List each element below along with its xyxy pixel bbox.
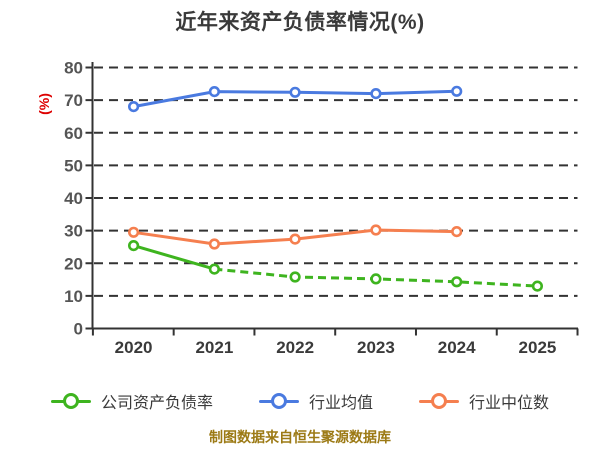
svg-text:70: 70 xyxy=(64,91,83,110)
legend-item-industry-median: 行业中位数 xyxy=(419,389,549,413)
svg-text:20: 20 xyxy=(64,254,83,273)
legend-label: 行业中位数 xyxy=(469,395,550,412)
svg-text:60: 60 xyxy=(64,124,83,143)
legend-marker-orange-icon xyxy=(419,393,459,409)
svg-text:0: 0 xyxy=(74,320,83,339)
legend-label: 公司资产负债率 xyxy=(100,395,213,412)
svg-text:2021: 2021 xyxy=(195,338,233,357)
svg-text:30: 30 xyxy=(64,222,83,241)
svg-text:40: 40 xyxy=(64,189,83,208)
svg-text:2025: 2025 xyxy=(519,338,557,357)
legend-label: 行业均值 xyxy=(308,395,373,412)
legend-marker-blue-icon xyxy=(258,393,299,409)
svg-text:2020: 2020 xyxy=(115,338,153,357)
svg-text:2023: 2023 xyxy=(357,338,395,357)
legend-marker-green-icon xyxy=(50,393,91,409)
legend-item-company-ratio: 公司资产负债率 xyxy=(50,389,213,413)
svg-text:50: 50 xyxy=(64,156,83,175)
data-source-note: 制图数据来自恒生聚源数据库 xyxy=(209,429,391,445)
svg-text:2022: 2022 xyxy=(276,338,314,357)
svg-text:10: 10 xyxy=(64,287,83,306)
svg-text:2024: 2024 xyxy=(438,338,476,357)
chart-title: 近年来资产负债率情况(%) xyxy=(175,11,425,34)
legend-item-industry-mean: 行业均值 xyxy=(258,389,373,413)
svg-text:80: 80 xyxy=(64,59,83,78)
legend: 公司资产负债率 行业均值 行业中位数 xyxy=(0,386,600,416)
